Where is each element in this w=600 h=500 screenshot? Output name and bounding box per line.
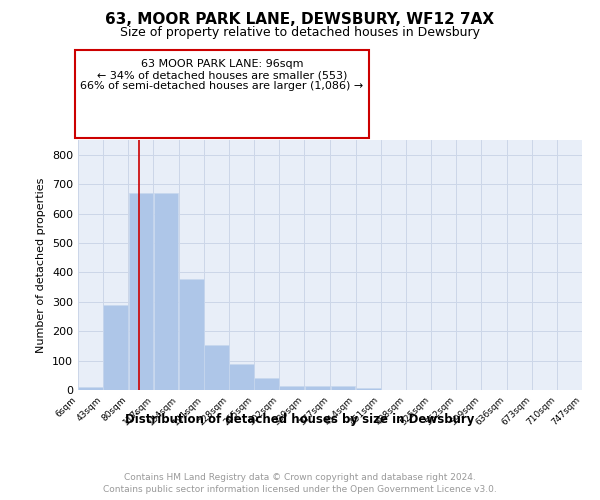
Text: Distribution of detached houses by size in Dewsbury: Distribution of detached houses by size … [125,412,475,426]
Bar [154,193,178,390]
Text: 63 MOOR PARK LANE: 96sqm: 63 MOOR PARK LANE: 96sqm [141,59,303,69]
Bar [229,364,254,390]
Bar [254,378,279,390]
Text: 63, MOOR PARK LANE, DEWSBURY, WF12 7AX: 63, MOOR PARK LANE, DEWSBURY, WF12 7AX [106,12,494,28]
Bar [128,193,154,390]
Bar [179,279,203,390]
Text: Contains HM Land Registry data © Crown copyright and database right 2024.: Contains HM Land Registry data © Crown c… [124,472,476,482]
Text: Contains public sector information licensed under the Open Government Licence v3: Contains public sector information licen… [103,485,497,494]
Bar [356,388,380,390]
Bar [204,346,229,390]
Text: Size of property relative to detached houses in Dewsbury: Size of property relative to detached ho… [120,26,480,39]
Bar [78,387,103,390]
Text: ← 34% of detached houses are smaller (553): ← 34% of detached houses are smaller (55… [97,70,347,80]
Text: 66% of semi-detached houses are larger (1,086) →: 66% of semi-detached houses are larger (… [80,81,364,91]
Bar [305,386,330,390]
Y-axis label: Number of detached properties: Number of detached properties [37,178,46,352]
Bar [331,386,355,390]
Bar [280,386,304,390]
Bar [103,306,128,390]
